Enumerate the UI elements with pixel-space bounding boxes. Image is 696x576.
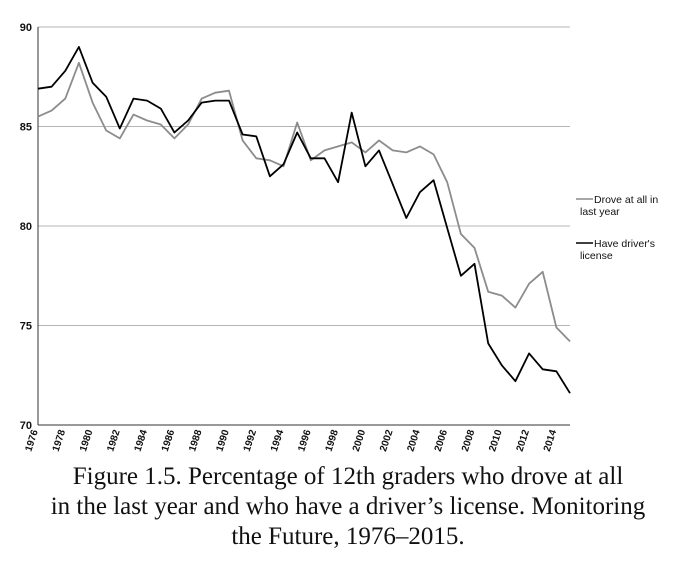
series-line-1: [37, 61, 571, 343]
x-tick-label-2006: 2006: [433, 428, 450, 453]
x-tick-labels: 1976 1978 1980 1982 1984 1986 1988 1990 1992 1994…: [24, 428, 560, 453]
legend-label-1-line-2: last year: [580, 206, 620, 218]
x-tick-label-1978: 1978: [51, 428, 68, 453]
legend-label-1-line-1: Drove at all in: [594, 194, 658, 206]
y-tick-label-70: 70: [20, 420, 32, 432]
x-tick-label-2008: 2008: [460, 428, 477, 453]
x-tick-label-1996: 1996: [296, 428, 313, 453]
caption-line-1: Figure 1.5. Percentage of 12th graders w…: [72, 463, 624, 490]
x-tick-label-1988: 1988: [187, 428, 204, 453]
x-tick-label-2002: 2002: [378, 428, 395, 453]
x-tick-label-1990: 1990: [214, 428, 231, 453]
x-tick-label-2004: 2004: [405, 428, 422, 453]
y-tick-label-85: 85: [20, 122, 32, 134]
legend-label-2-line-2: license: [580, 250, 613, 262]
x-tick-label-1986: 1986: [160, 428, 177, 453]
series-lines: [37, 46, 571, 394]
x-tick-label-2000: 2000: [351, 428, 368, 453]
x-tick-label-1998: 1998: [324, 428, 341, 453]
x-tick-label-2012: 2012: [515, 428, 532, 453]
y-tick-labels: 70 75 80 85 90: [20, 22, 32, 432]
legend-label-2-line-1: Have driver's: [594, 238, 655, 250]
x-tick-label-2014: 2014: [542, 428, 559, 453]
y-tick-label-80: 80: [20, 221, 32, 233]
gridlines: [38, 26, 570, 326]
y-tick-label-75: 75: [20, 321, 32, 333]
caption-line-3: the Future, 1976–2015.: [231, 523, 465, 550]
x-tick-label-1992: 1992: [242, 428, 259, 453]
x-tick-label-2010: 2010: [487, 428, 504, 453]
x-tick-label-1982: 1982: [105, 428, 122, 453]
axes: [37, 27, 570, 426]
caption-line-2: in the last year and who have a driver’s…: [50, 493, 646, 520]
x-tick-label-1994: 1994: [269, 428, 286, 453]
y-tick-label-90: 90: [20, 22, 32, 34]
series-line-2: [37, 46, 571, 394]
figure-caption: Figure 1.5. Percentage of 12th graders w…: [0, 462, 696, 552]
x-tick-label-1980: 1980: [78, 428, 95, 453]
x-tick-label-1984: 1984: [133, 428, 150, 453]
